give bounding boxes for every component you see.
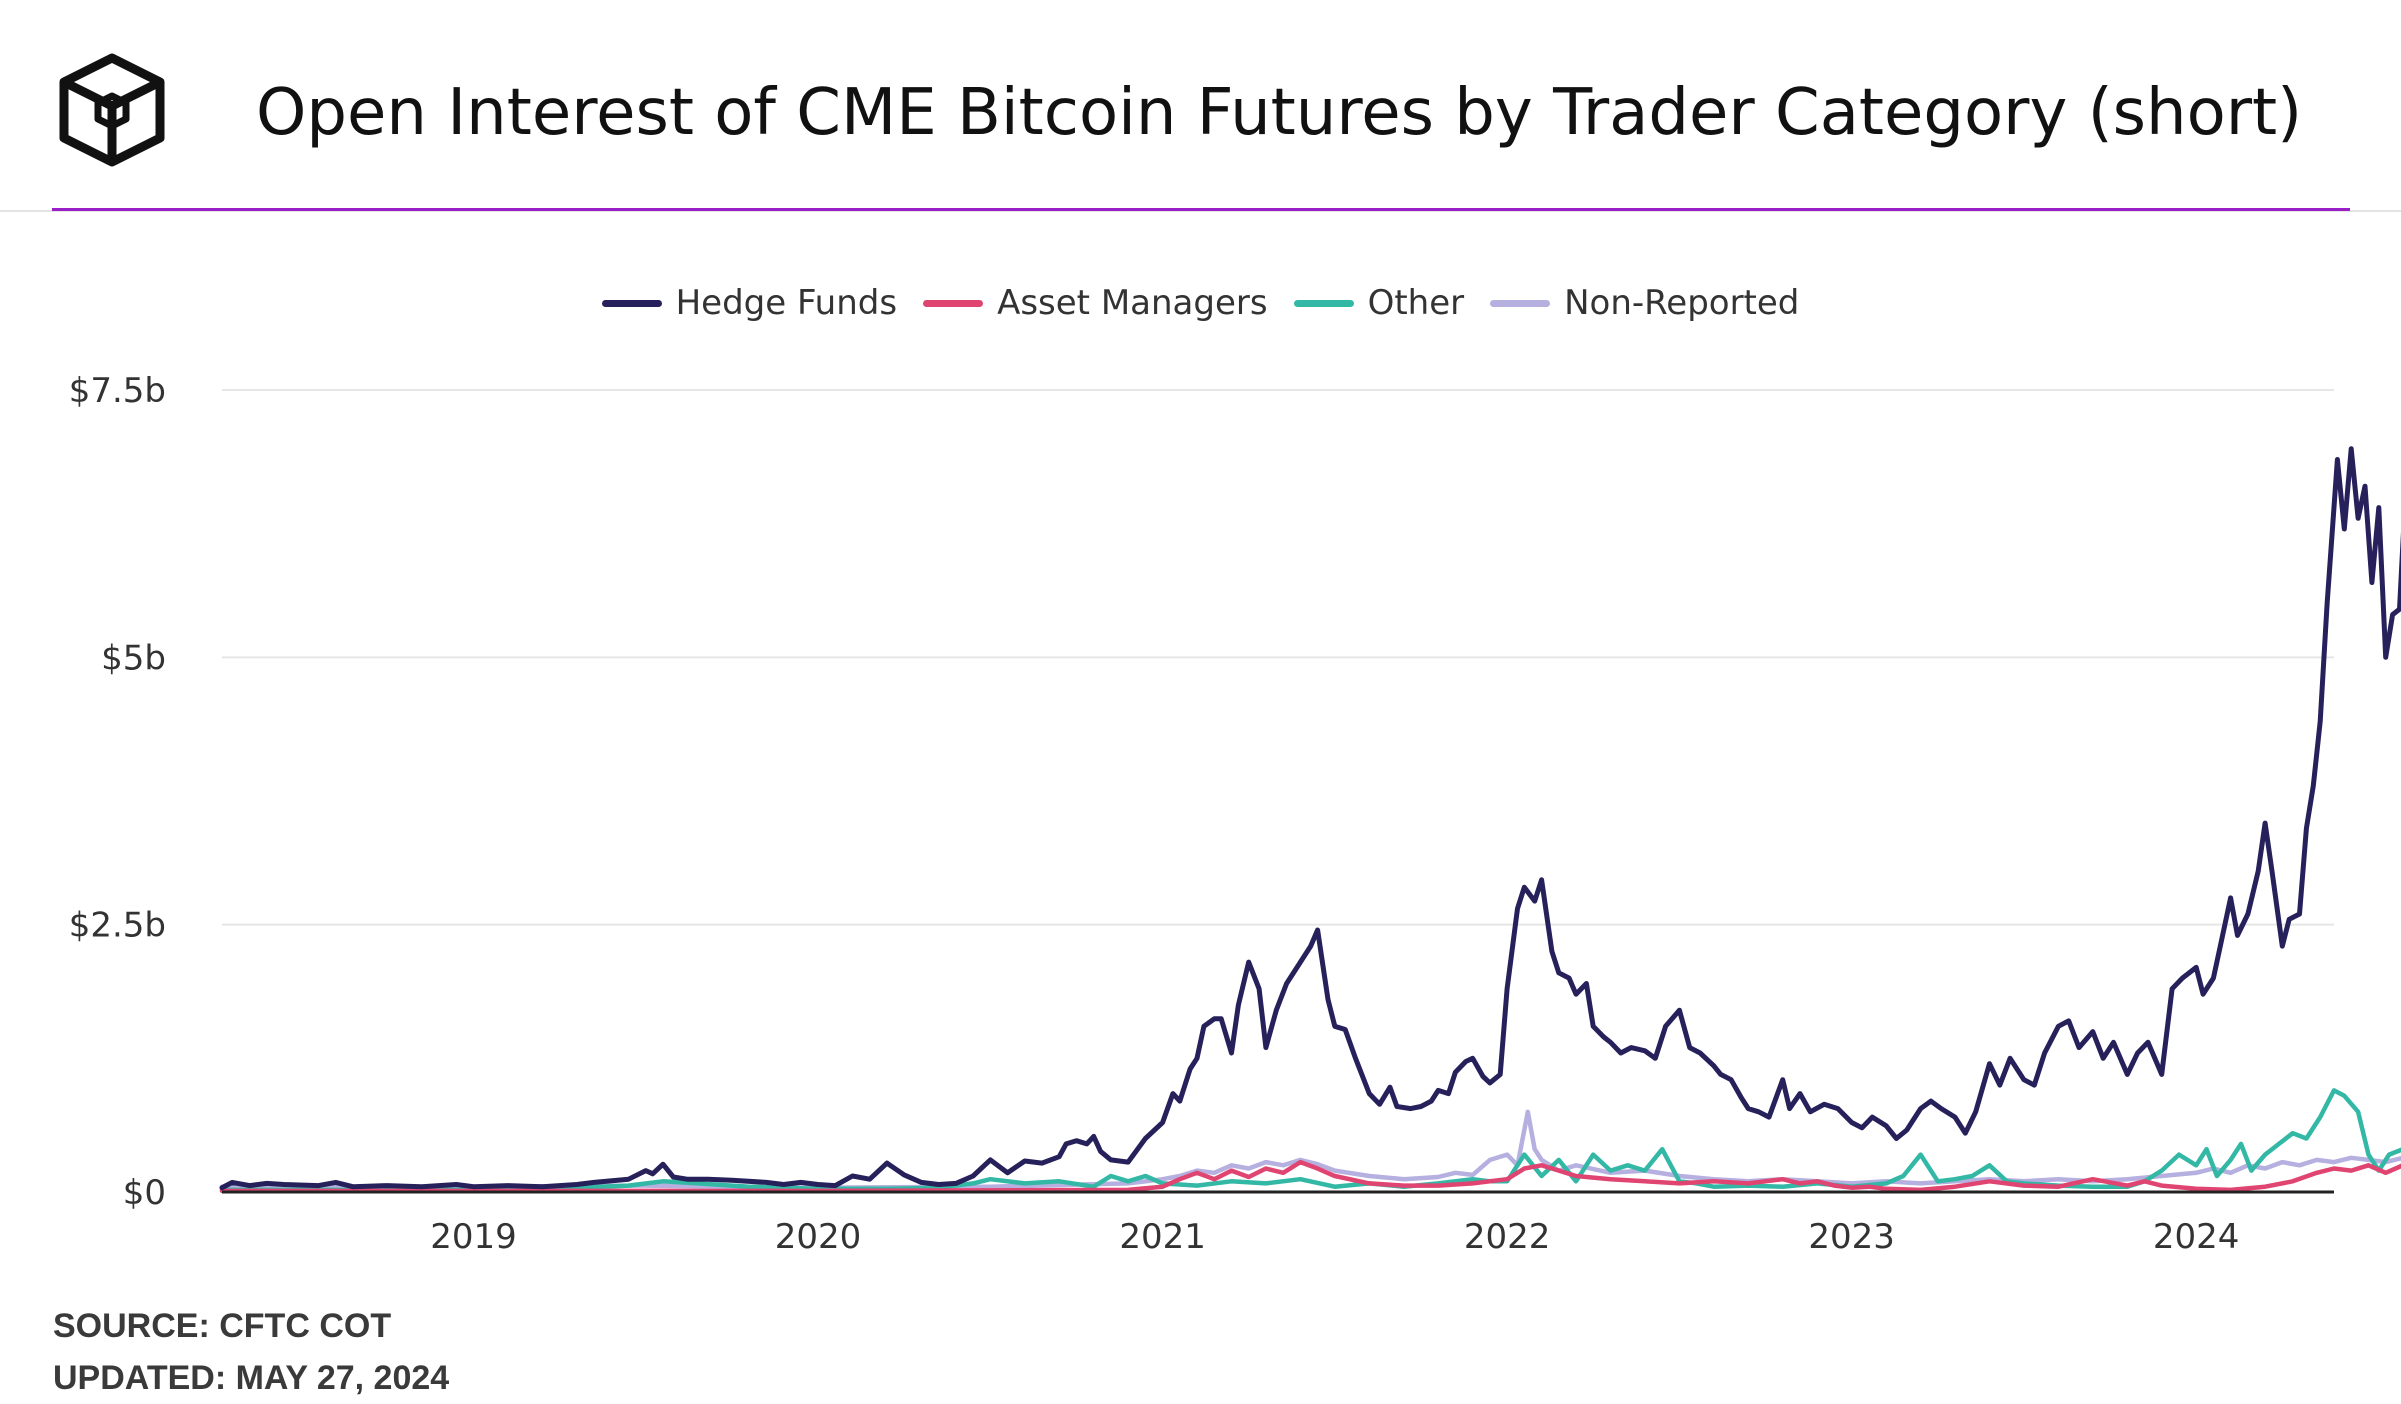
series-line-asset-managers	[219, 1159, 2401, 1194]
legend-label: Non-Reported	[1564, 283, 1800, 323]
legend-swatch	[1293, 299, 1354, 307]
series-line-other	[219, 1088, 2401, 1193]
grid-layer	[222, 389, 2334, 926]
legend-swatch	[923, 299, 984, 307]
series-line-non-reported	[219, 1109, 2401, 1190]
x-tick-label: 2019	[430, 1217, 517, 1257]
header-divider	[0, 210, 2401, 212]
y-tick-label: $0	[123, 1173, 166, 1213]
legend-swatch	[601, 299, 662, 307]
updated-note: UPDATED: MAY 27, 2024	[53, 1359, 450, 1397]
legend-item-non-reported[interactable]: Non-Reported	[1490, 283, 1799, 323]
legend-label: Hedge Funds	[675, 283, 898, 323]
the-block-cube-logo-icon	[59, 53, 165, 167]
axis-layer: $0 $2.5b $5b $7.5b 2019 2020 2021 2022 2023 2024	[69, 371, 2334, 1257]
page-title: Open Interest of CME Bitcoin Futures by …	[256, 76, 2303, 150]
source-note: SOURCE: CFTC COT	[53, 1307, 392, 1345]
legend-item-other[interactable]: Other	[1293, 283, 1465, 323]
x-tick-label: 2021	[1119, 1217, 1206, 1257]
y-tick-label: $7.5b	[69, 371, 166, 411]
legend-swatch	[1490, 299, 1551, 307]
y-tick-label: $2.5b	[69, 906, 166, 946]
legend-label: Asset Managers	[997, 283, 1268, 323]
chart-legend: Hedge Funds Asset Managers Other Non-Rep…	[0, 283, 2401, 323]
chart-footer: SOURCE: CFTC COT UPDATED: MAY 27, 2024	[53, 1300, 449, 1404]
header: Open Interest of CME Bitcoin Futures by …	[0, 0, 2401, 210]
x-tick-label: 2023	[1808, 1217, 1895, 1257]
x-tick-label: 2020	[775, 1217, 862, 1257]
x-tick-label: 2022	[1464, 1217, 1551, 1257]
series-layer	[219, 446, 2401, 1194]
line-chart: $0 $2.5b $5b $7.5b 2019 2020 2021 2022 2023 2024	[69, 371, 2401, 1257]
legend-label: Other	[1367, 283, 1465, 323]
legend-item-asset-managers[interactable]: Asset Managers	[923, 283, 1268, 323]
y-tick-label: $5b	[101, 638, 166, 678]
x-tick-label: 2024	[2153, 1217, 2240, 1257]
legend-item-hedge-funds[interactable]: Hedge Funds	[601, 283, 898, 323]
title-accent-rule	[52, 208, 2350, 211]
series-line-hedge-funds	[219, 446, 2401, 1191]
